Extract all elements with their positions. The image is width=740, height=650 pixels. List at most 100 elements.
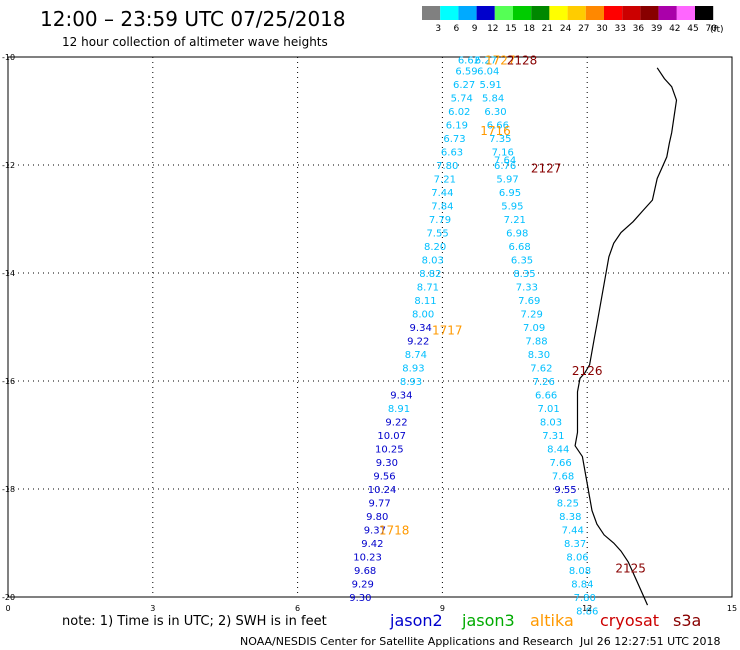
swh-value: 9.56: [373, 472, 395, 483]
legend-swatch: [585, 6, 604, 20]
legend-unit: (ft): [710, 25, 724, 35]
footer-note: note: 1) Time is in UTC; 2) SWH is in fe…: [62, 614, 327, 629]
satellite-cryosat: cryosat: [600, 611, 659, 630]
swh-value: 8.08: [569, 566, 591, 577]
swh-value: 8.20: [424, 242, 446, 253]
legend-label: 3: [435, 24, 441, 34]
legend-swatch: [567, 6, 586, 20]
x-tick-label: 9: [440, 604, 445, 613]
swh-value: 9.77: [369, 499, 391, 510]
swh-value: 10.25: [375, 445, 404, 456]
swh-labels: 6.626.596.275.746.026.196.736.637.807.21…: [349, 56, 598, 618]
swh-value: 5.84: [482, 94, 504, 105]
y-tick-label: -10: [2, 53, 15, 62]
legend-label: 18: [523, 24, 535, 34]
color-legend: 3 6 9 12 15 18 21 24 27 30 33 36 39 42 45 70: [422, 6, 717, 34]
swh-value: 7.88: [525, 337, 547, 348]
pass-number: 1717: [432, 324, 463, 338]
swh-value: 8.06: [566, 553, 588, 564]
swh-value: 8.86: [576, 607, 598, 618]
x-tick-label: 12: [582, 604, 592, 613]
legend-swatch: [604, 6, 623, 20]
satellite-legend: jason2 jason3 altika cryosat s3a: [389, 611, 701, 630]
legend-label: 39: [651, 24, 663, 34]
x-tick-label: 3: [150, 604, 155, 613]
chart-title: 12:00 – 23:59 UTC 07/25/2018: [40, 7, 346, 31]
swh-value: 9.22: [407, 337, 429, 348]
pass-number: 2125: [615, 561, 646, 575]
legend-swatch: [531, 6, 550, 20]
swh-value: 6.98: [506, 229, 528, 240]
swh-value: 5.91: [480, 80, 502, 91]
legend-swatch: [676, 6, 695, 20]
swh-value: 9.37: [364, 526, 386, 537]
legend-swatch: [658, 6, 677, 20]
pass-number: 2127: [531, 162, 562, 176]
legend-swatch: [494, 6, 513, 20]
swh-value: 7.16: [492, 148, 514, 159]
swh-value: 8.30: [528, 350, 550, 361]
swh-value: 7.44: [431, 188, 453, 199]
x-tick-label: 6: [295, 604, 300, 613]
legend-label: 33: [614, 24, 625, 34]
swh-value: 6.59: [455, 67, 477, 78]
swh-value: 8.93: [402, 364, 424, 375]
legend-swatch: [458, 6, 477, 20]
map-frame: [7, 56, 733, 598]
y-tick-label: -18: [2, 485, 15, 494]
grid-lines: [8, 57, 732, 597]
y-tick-label: -12: [2, 161, 15, 170]
swh-value: 5.74: [451, 94, 473, 105]
y-tick-label: -16: [2, 377, 15, 386]
swh-value: 7.62: [530, 364, 552, 375]
swh-value: 7.69: [518, 296, 540, 307]
pass-number: 1716: [480, 124, 511, 138]
swh-value: 9.80: [366, 512, 388, 523]
pass-number: 2128: [507, 54, 538, 68]
swh-value: 7.68: [552, 472, 574, 483]
swh-value: 10.07: [377, 431, 406, 442]
swh-value: 9.22: [385, 418, 407, 429]
swh-value: 6.76: [494, 161, 516, 172]
legend-label: 36: [633, 24, 645, 34]
legend-label: 45: [687, 24, 698, 34]
y-tick-label: -20: [2, 593, 15, 602]
swh-value: 6.27: [453, 80, 475, 91]
swh-value: 7.66: [550, 458, 572, 469]
swh-value: 6.73: [443, 134, 465, 145]
swh-value: 7.80: [574, 593, 596, 604]
legend-label: 24: [560, 24, 572, 34]
swh-value: 6.30: [484, 107, 506, 118]
swh-value: 7.29: [521, 310, 543, 321]
y-tick-label: -14: [2, 269, 15, 278]
swh-value: 8.91: [388, 404, 410, 415]
satellite-jason3: jason3: [461, 611, 515, 630]
swh-value: 6.19: [446, 121, 468, 132]
swh-value: 8.93: [400, 377, 422, 388]
swh-value: 8.44: [547, 445, 569, 456]
legend-label: 70: [705, 24, 717, 34]
swh-value: 6.68: [508, 242, 530, 253]
legend-label: 27: [578, 24, 589, 34]
legend-label: 6: [454, 24, 460, 34]
swh-value: 7.26: [533, 377, 555, 388]
swh-value: 7.55: [426, 229, 448, 240]
swh-value: 8.25: [557, 499, 579, 510]
swh-value: 6.02: [448, 107, 470, 118]
swh-value: 8.38: [559, 512, 581, 523]
swh-value: 8.35: [513, 269, 535, 280]
axis-ticks: 0 3 6 9 12 15 -10 -12 -14 -16 -18 -20: [2, 53, 737, 613]
swh-value: 8.03: [422, 256, 444, 267]
swh-value: 9.30: [376, 458, 398, 469]
swh-value: 9.55: [554, 485, 576, 496]
swh-value: 10.23: [353, 553, 382, 564]
swh-value: 6.62: [458, 56, 480, 67]
swh-value: 8.11: [414, 296, 436, 307]
legend-label: 15: [505, 24, 516, 34]
legend-label: 42: [669, 24, 680, 34]
legend-label: 9: [472, 24, 478, 34]
swh-value: 5.97: [496, 175, 518, 186]
legend-swatch: [640, 6, 659, 20]
pass-number: 2126: [572, 364, 603, 378]
